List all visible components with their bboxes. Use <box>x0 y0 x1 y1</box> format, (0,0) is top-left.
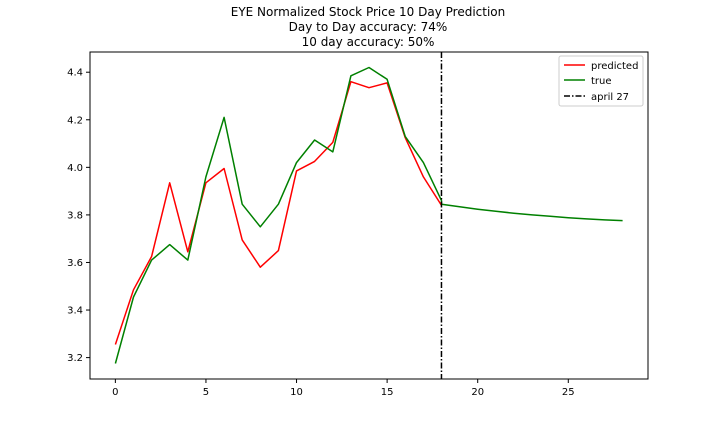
y-axis: 3.2 3.4 3.6 3.8 4.0 4.2 4.4 <box>67 68 90 364</box>
legend-label-predicted: predicted <box>591 61 638 72</box>
chart-subtitle-10day-accuracy: 10 day accuracy: 50% <box>302 35 435 49</box>
y-tick-label: 3.8 <box>67 210 83 221</box>
y-tick-label: 4.0 <box>67 163 83 174</box>
x-tick-label: 15 <box>381 387 394 398</box>
y-tick-label: 3.4 <box>67 306 83 317</box>
legend: predicted true april 27 <box>558 55 644 107</box>
legend-label-april-27: april 27 <box>591 92 629 103</box>
plot-lines <box>114 52 623 379</box>
y-tick-label: 3.2 <box>67 353 83 364</box>
chart-title: EYE Normalized Stock Price 10 Day Predic… <box>231 5 506 19</box>
x-tick-label: 10 <box>290 387 303 398</box>
series-line-predicted <box>114 80 443 345</box>
x-tick-label: 0 <box>112 387 118 398</box>
y-tick-label: 4.4 <box>67 68 83 79</box>
legend-box <box>558 55 644 107</box>
y-tick-label: 4.2 <box>67 115 83 126</box>
x-tick-label: 25 <box>562 387 575 398</box>
y-tick-label: 3.6 <box>67 258 83 269</box>
series-line-true <box>114 66 623 364</box>
x-tick-label: 5 <box>203 387 209 398</box>
x-axis: 0 5 10 15 20 25 <box>112 379 575 398</box>
chart-subtitle-day-accuracy: Day to Day accuracy: 74% <box>289 20 448 34</box>
legend-label-true: true <box>591 76 612 87</box>
x-tick-label: 20 <box>471 387 484 398</box>
plot-frame <box>89 51 649 380</box>
